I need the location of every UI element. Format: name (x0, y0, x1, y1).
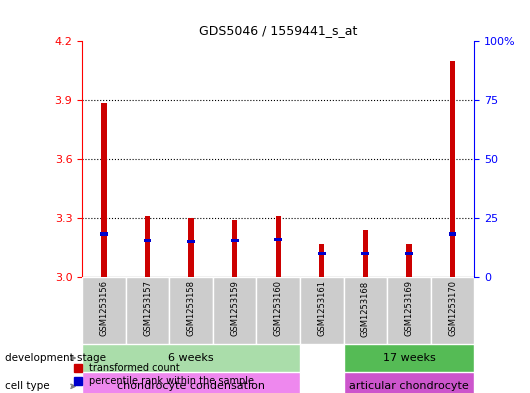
Bar (82, 277, 126, 344)
Bar (189, 218, 193, 277)
Bar (343, 344, 474, 372)
Bar (82, 344, 300, 372)
Bar (232, 220, 237, 277)
Bar (276, 216, 281, 277)
Text: GSM1253159: GSM1253159 (230, 281, 239, 336)
Bar (213, 277, 257, 344)
Legend: transformed count, percentile rank within the sample: transformed count, percentile rank withi… (74, 363, 254, 386)
Bar (144, 239, 152, 242)
Text: cell type: cell type (5, 381, 50, 391)
Bar (319, 244, 324, 277)
Bar (450, 61, 455, 277)
Bar (126, 277, 169, 344)
Bar (300, 277, 343, 344)
Text: 6 weeks: 6 weeks (169, 353, 214, 363)
Text: GSM1253170: GSM1253170 (448, 281, 457, 336)
Bar (431, 277, 474, 344)
Text: GSM1253169: GSM1253169 (404, 281, 413, 336)
Text: articular chondrocyte: articular chondrocyte (349, 381, 469, 391)
Bar (169, 277, 213, 344)
Text: 17 weeks: 17 weeks (383, 353, 435, 363)
Bar (82, 372, 300, 393)
Text: chondrocyte condensation: chondrocyte condensation (117, 381, 265, 391)
Bar (231, 239, 239, 242)
Text: GSM1253158: GSM1253158 (187, 281, 196, 336)
Bar (387, 277, 431, 344)
Bar (318, 252, 326, 255)
Bar (448, 232, 456, 235)
Bar (275, 238, 282, 241)
Bar (145, 216, 150, 277)
Bar (101, 103, 107, 277)
Bar (361, 252, 369, 255)
Text: GSM1253160: GSM1253160 (274, 281, 282, 336)
Bar (257, 277, 300, 344)
Text: GSM1253161: GSM1253161 (317, 281, 326, 336)
Bar (363, 230, 368, 277)
Bar (100, 232, 108, 235)
Text: GSM1253156: GSM1253156 (100, 281, 109, 336)
Bar (407, 244, 412, 277)
Bar (405, 252, 413, 255)
Text: GSM1253157: GSM1253157 (143, 281, 152, 336)
Bar (343, 372, 474, 393)
Text: GSM1253168: GSM1253168 (361, 281, 370, 336)
Bar (187, 240, 195, 243)
Text: development stage: development stage (5, 353, 107, 363)
Title: GDS5046 / 1559441_s_at: GDS5046 / 1559441_s_at (199, 24, 357, 37)
Bar (343, 277, 387, 344)
